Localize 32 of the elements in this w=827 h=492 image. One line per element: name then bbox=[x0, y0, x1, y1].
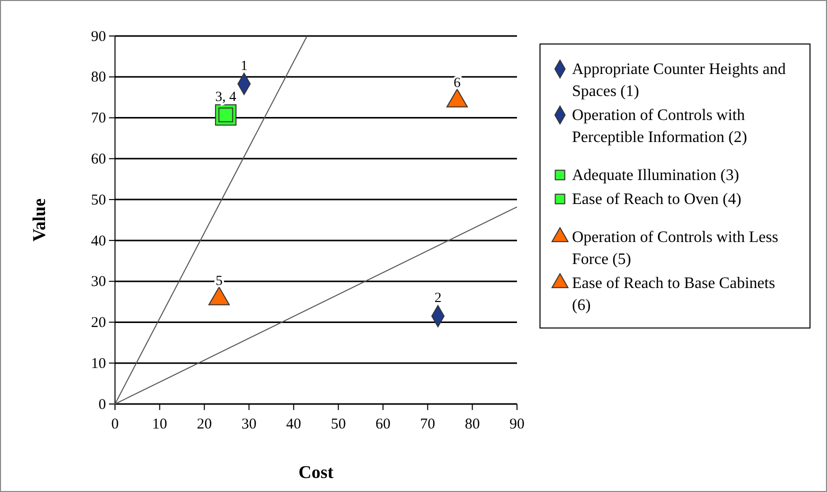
y-axis-title: Value bbox=[29, 198, 49, 242]
x-tick-label: 0 bbox=[111, 416, 119, 433]
y-tick-label: 70 bbox=[91, 110, 106, 127]
y-tick-label: 20 bbox=[91, 315, 106, 332]
x-tick-label: 90 bbox=[510, 416, 524, 433]
annotation: 3, 4 bbox=[215, 90, 236, 105]
legend-label: Adequate Illumination (3) bbox=[572, 167, 740, 184]
legend-label: Operation of Controls with Less Force (5) bbox=[572, 229, 778, 268]
x-tick-label: 70 bbox=[420, 416, 436, 433]
annotation: 2 bbox=[434, 291, 442, 306]
legend-label: Ease of Reach to Oven (4) bbox=[572, 191, 742, 208]
x-tick-label: 80 bbox=[464, 416, 480, 433]
y-tick-label: 30 bbox=[91, 274, 106, 290]
x-axis-title: Cost bbox=[298, 462, 334, 482]
annotation: 6 bbox=[454, 76, 461, 92]
legend-label: Operation of Controls with Perceptible Information (2) bbox=[572, 107, 748, 146]
x-tick-label: 30 bbox=[242, 416, 256, 433]
x-tick-label: 10 bbox=[152, 416, 168, 433]
y-tick-label: 60 bbox=[91, 151, 106, 168]
x-tick-label: 20 bbox=[196, 416, 212, 433]
y-tick-label: 10 bbox=[91, 356, 106, 372]
x-tick-label: 40 bbox=[286, 416, 302, 433]
y-tick-label: 0 bbox=[98, 396, 106, 413]
annotation: 1 bbox=[240, 58, 248, 74]
y-tick-label: 50 bbox=[91, 192, 106, 208]
x-tick-label: 50 bbox=[330, 416, 346, 433]
y-tick-label: 80 bbox=[91, 70, 106, 86]
y-tick-label: 90 bbox=[91, 28, 106, 45]
x-tick-label: 60 bbox=[376, 416, 390, 433]
legend-label: Ease of Reach to Base Cabinets (6) bbox=[572, 275, 776, 314]
legend-label: Appropriate Counter Heights and Spaces (1) bbox=[572, 61, 786, 100]
y-tick-label: 40 bbox=[91, 233, 106, 250]
